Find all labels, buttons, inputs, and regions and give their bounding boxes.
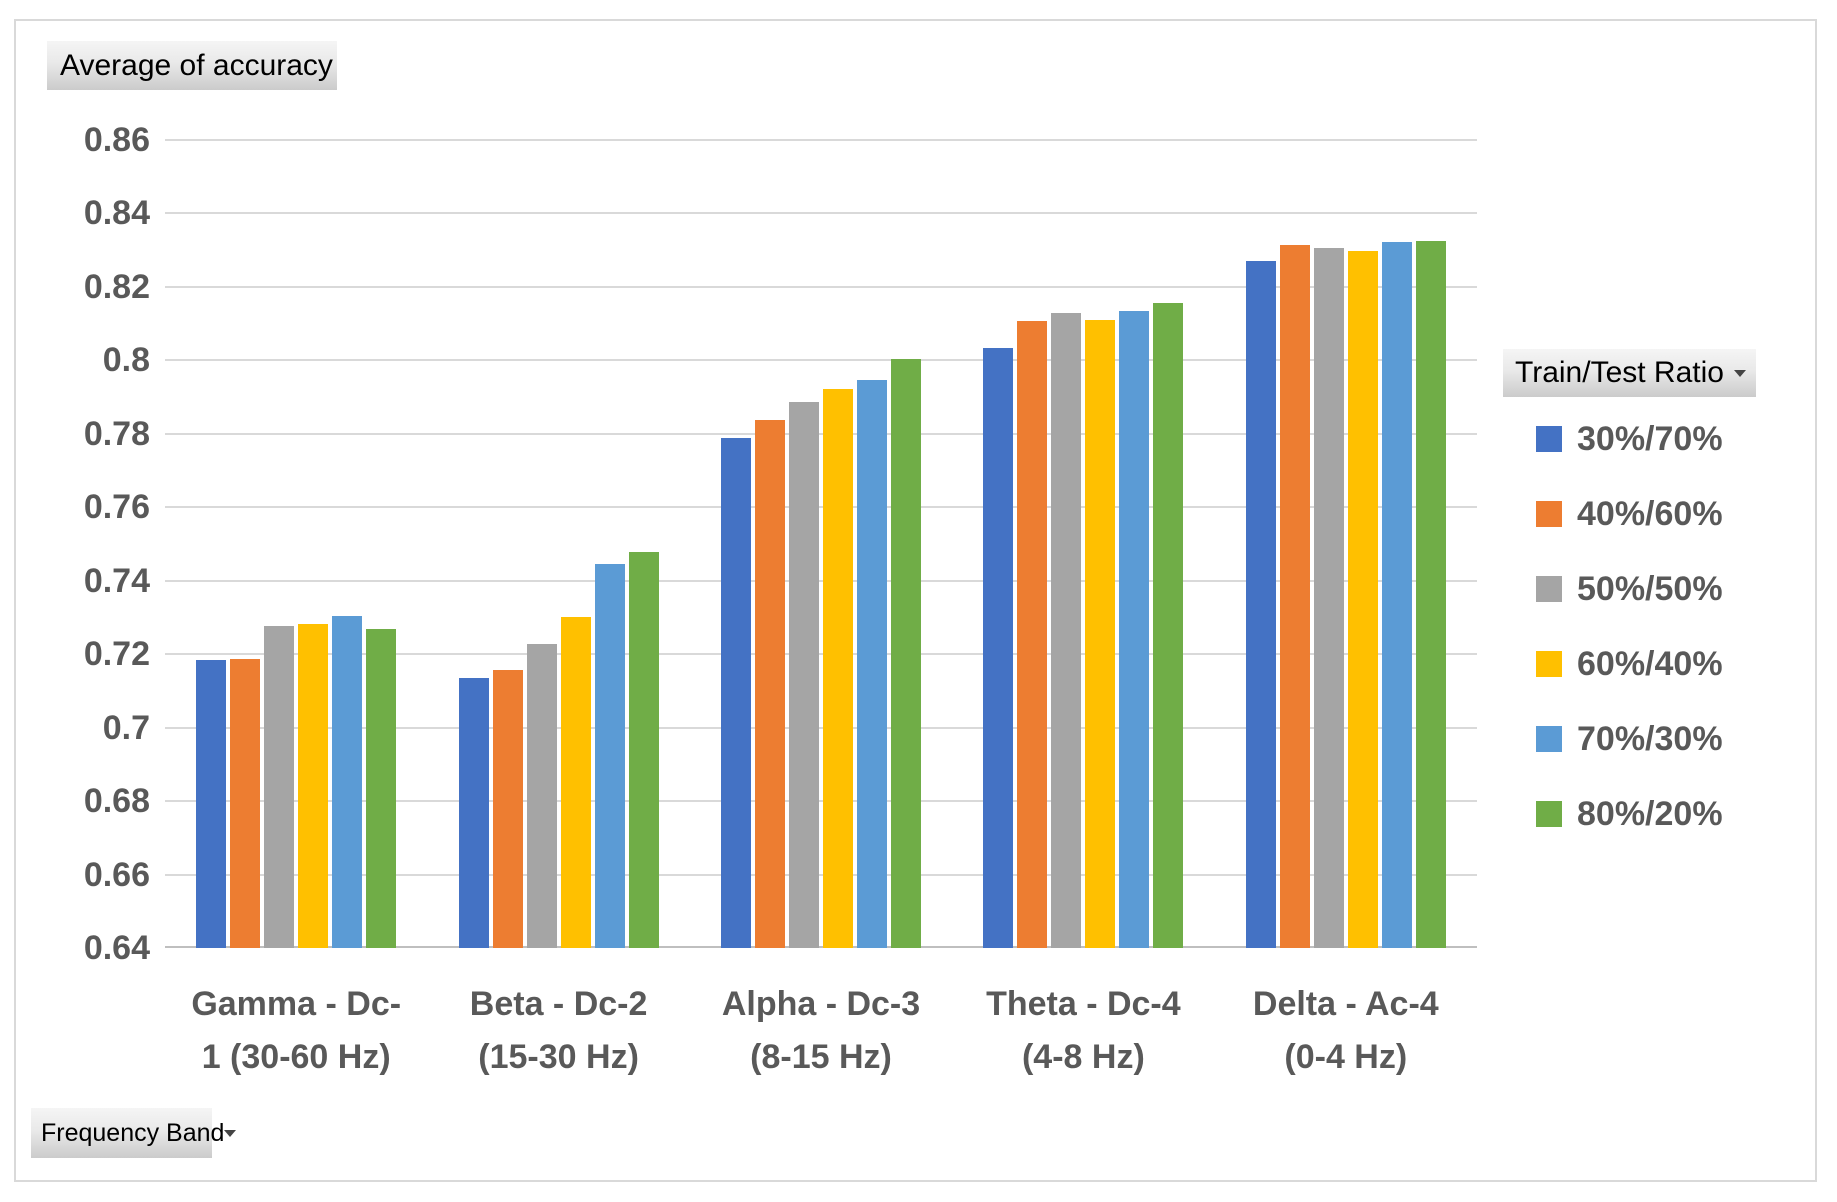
gridline [165, 432, 1477, 435]
bar-70%/30%-Gamma - Dc-1 (30-60 Hz) [332, 615, 363, 948]
x-category-label: Gamma - Dc- 1 (30-60 Hz) [191, 985, 402, 1076]
bar-group [427, 140, 689, 948]
bar-40%/60%-Gamma - Dc-1 (30-60 Hz) [230, 658, 261, 948]
bar-50%/50%-Beta - Dc-2 (15-30 Hz) [526, 643, 557, 948]
x-category-label: Alpha - Dc-3 (8-15 Hz) [721, 985, 921, 1076]
bar-group [952, 140, 1214, 948]
gridline [165, 506, 1477, 509]
gridline [165, 579, 1477, 582]
gridline [165, 800, 1477, 803]
bar-group [1215, 140, 1477, 948]
y-tick-label: 0.64 [83, 929, 150, 967]
legend-label: 80%/20% [1577, 795, 1723, 833]
gridline [165, 212, 1477, 215]
bar-30%/70%-Theta - Dc-4 (4-8 Hz) [983, 347, 1014, 948]
bar-50%/50%-Gamma - Dc-1 (30-60 Hz) [264, 625, 295, 948]
gridline [165, 653, 1477, 656]
legend-item-80%/20%: 80%/20% [1536, 794, 1723, 834]
bar-80%/20%-Delta - Ac-4 (0-4 Hz) [1415, 240, 1446, 948]
legend-swatch-icon [1536, 576, 1562, 602]
legend-swatch-icon [1536, 801, 1562, 827]
bar-40%/60%-Beta - Dc-2 (15-30 Hz) [492, 670, 523, 948]
bar-30%/70%-Gamma - Dc-1 (30-60 Hz) [196, 659, 227, 948]
value-field-button[interactable]: Average of accuracy [47, 41, 337, 90]
bar-40%/60%-Alpha - Dc-3 (8-15 Hz) [754, 419, 785, 948]
legend-swatch-icon [1536, 651, 1562, 677]
gridline [165, 285, 1477, 288]
bar-80%/20%-Gamma - Dc-1 (30-60 Hz) [366, 629, 397, 948]
dropdown-arrow-icon [1734, 369, 1746, 377]
bar-70%/30%-Alpha - Dc-3 (8-15 Hz) [856, 380, 887, 948]
bar-60%/40%-Theta - Dc-4 (4-8 Hz) [1085, 319, 1116, 948]
y-tick-label: 0.68 [83, 782, 150, 821]
axis-field-label: Frequency Band [41, 1118, 225, 1147]
x-axis-labels: Gamma - Dc- 1 (30-60 Hz) Beta - Dc-2 (15-… [165, 978, 1477, 1098]
bar-70%/30%-Theta - Dc-4 (4-8 Hz) [1119, 311, 1150, 948]
y-tick-label: 0.74 [83, 561, 150, 600]
bar-group [690, 140, 952, 948]
y-tick-label: 0.66 [83, 855, 150, 894]
bar-60%/40%-Delta - Ac-4 (0-4 Hz) [1347, 250, 1378, 948]
x-category-label: Beta - Dc-2 (15-30 Hz) [469, 985, 648, 1076]
legend-label: 40%/60% [1577, 495, 1723, 533]
x-axis-line [165, 946, 1477, 948]
x-category-label: Delta - Ac-4 (0-4 Hz) [1252, 985, 1439, 1076]
y-tick-label: 0.84 [83, 194, 150, 233]
legend-swatch-icon [1536, 726, 1562, 752]
legend-field-button[interactable]: Train/Test Ratio [1503, 349, 1756, 397]
bar-60%/40%-Alpha - Dc-3 (8-15 Hz) [822, 389, 853, 948]
bar-40%/60%-Delta - Ac-4 (0-4 Hz) [1279, 245, 1310, 948]
bar-80%/20%-Alpha - Dc-3 (8-15 Hz) [890, 358, 921, 948]
plot-area [165, 139, 1477, 948]
legend-swatch-icon [1536, 426, 1562, 452]
bar-70%/30%-Delta - Ac-4 (0-4 Hz) [1381, 242, 1412, 948]
y-tick-label: 0.72 [83, 635, 150, 674]
gridline [165, 359, 1477, 362]
bar-60%/40%-Gamma - Dc-1 (30-60 Hz) [298, 624, 329, 948]
legend-swatch-icon [1536, 501, 1562, 527]
legend-field-label: Train/Test Ratio [1515, 356, 1724, 389]
y-tick-label: 0.78 [83, 414, 150, 453]
bar-80%/20%-Beta - Dc-2 (15-30 Hz) [628, 552, 659, 948]
y-tick-label: 0.76 [83, 488, 150, 527]
bar-60%/40%-Beta - Dc-2 (15-30 Hz) [560, 617, 591, 948]
x-category-label: Theta - Dc-4 (4-8 Hz) [986, 985, 1181, 1076]
y-tick-label: 0.86 [83, 121, 150, 159]
y-tick-label: 0.7 [102, 708, 150, 747]
legend-label: 60%/40% [1577, 645, 1723, 683]
bar-30%/70%-Alpha - Dc-3 (8-15 Hz) [720, 437, 751, 948]
bar-80%/20%-Theta - Dc-4 (4-8 Hz) [1153, 303, 1184, 948]
legend-item-30%/70%: 30%/70% [1536, 419, 1723, 459]
bar-30%/70%-Delta - Ac-4 (0-4 Hz) [1245, 260, 1276, 948]
bar-50%/50%-Theta - Dc-4 (4-8 Hz) [1051, 313, 1082, 948]
bar-30%/70%-Beta - Dc-2 (15-30 Hz) [458, 678, 489, 948]
gridline [165, 873, 1477, 876]
legend-label: 50%/50% [1577, 570, 1723, 608]
bar-50%/50%-Alpha - Dc-3 (8-15 Hz) [788, 402, 819, 948]
dropdown-arrow-icon [224, 1129, 237, 1137]
bar-50%/50%-Delta - Ac-4 (0-4 Hz) [1313, 247, 1344, 948]
legend-item-40%/60%: 40%/60% [1536, 494, 1723, 534]
legend: 30%/70% 40%/60% 50%/50% 60%/40% 70%/30% 80%/2… [1536, 0, 1826, 1202]
gridline [165, 726, 1477, 729]
legend-item-60%/40%: 60%/40% [1536, 644, 1723, 684]
axis-field-button[interactable]: Frequency Band [31, 1108, 237, 1158]
legend-label: 70%/30% [1577, 720, 1723, 758]
legend-item-70%/30%: 70%/30% [1536, 719, 1723, 759]
y-tick-label: 0.8 [102, 341, 150, 380]
bar-group [165, 140, 427, 948]
legend-item-50%/50%: 50%/50% [1536, 569, 1723, 609]
bar-40%/60%-Theta - Dc-4 (4-8 Hz) [1017, 321, 1048, 948]
value-field-label: Average of accuracy [60, 48, 333, 82]
y-axis: 0.86 0.84 0.82 0.8 0.78 0.76 0.74 0.72 0.7 0.68 0.… [20, 123, 150, 965]
bar-70%/30%-Beta - Dc-2 (15-30 Hz) [594, 563, 625, 948]
y-tick-label: 0.82 [83, 267, 150, 306]
gridline [165, 139, 1477, 141]
legend-label: 30%/70% [1577, 420, 1723, 458]
